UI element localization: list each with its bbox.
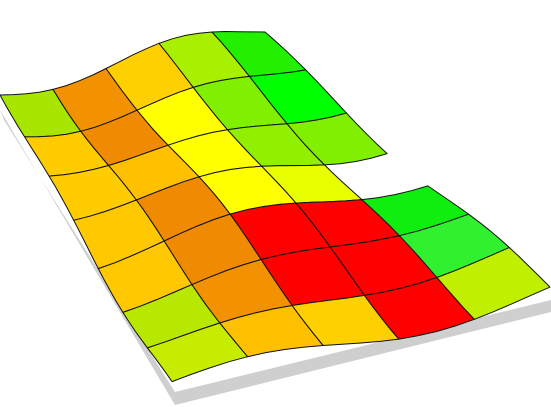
field-cell: [286, 112, 388, 166]
surface: [0, 31, 551, 383]
field-cell: [436, 247, 551, 320]
